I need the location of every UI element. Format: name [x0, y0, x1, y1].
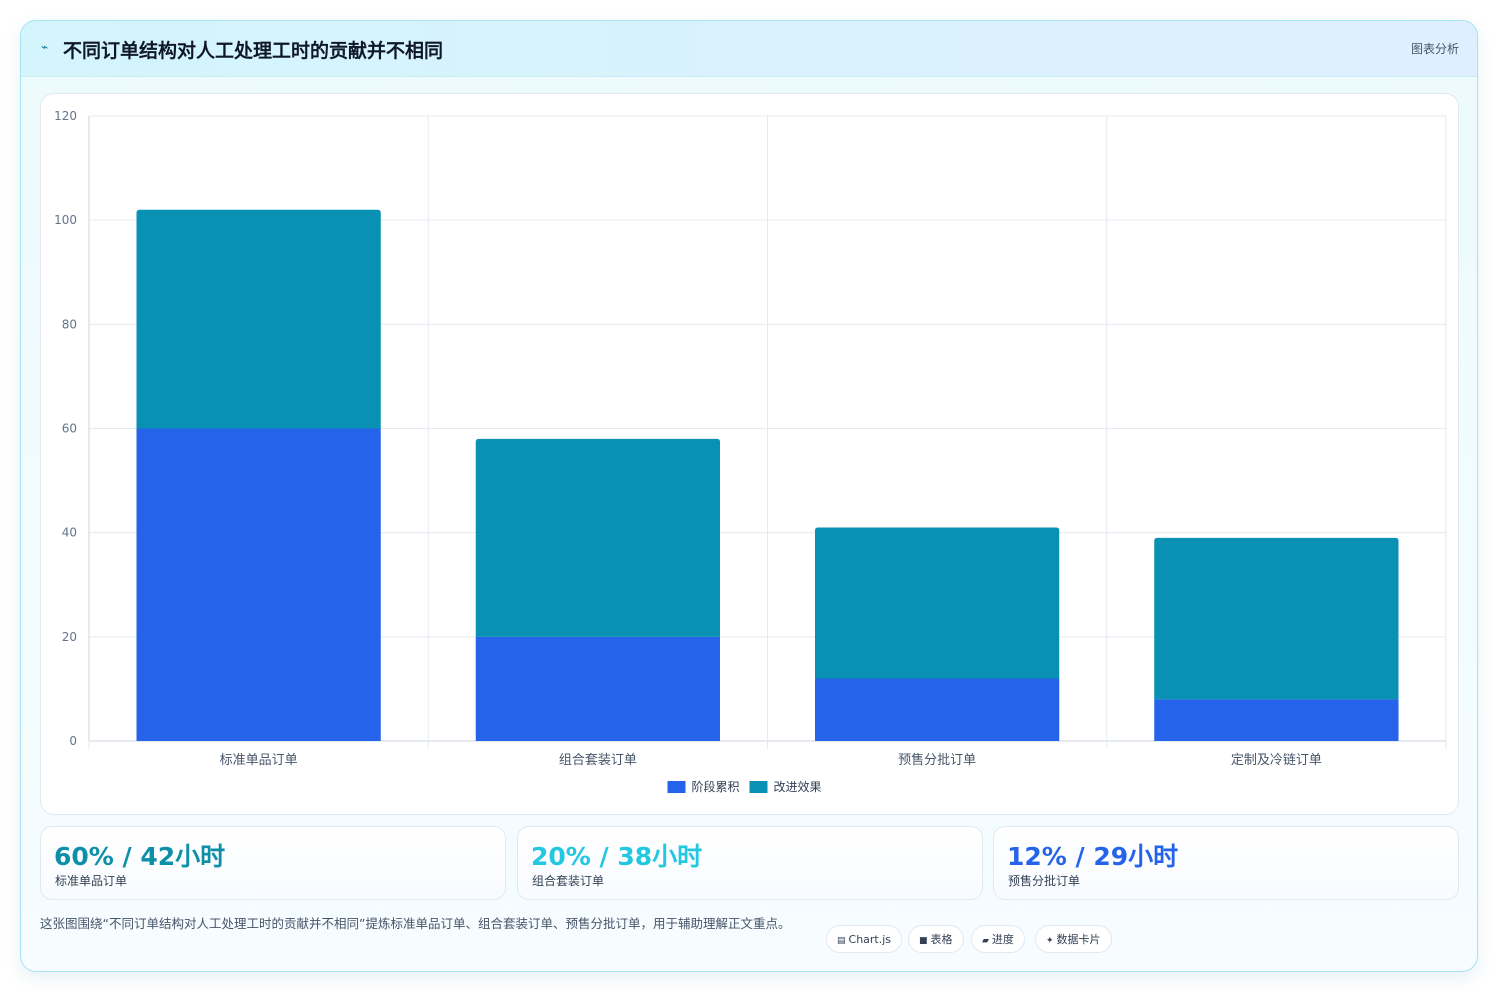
- legend-label: 改进效果: [774, 779, 822, 794]
- chart-card: ⌁ 不同订单结构对人工处理工时的贡献并不相同 图表分析 0 20 40 60 80 100…: [20, 20, 1478, 972]
- legend-swatch: [749, 781, 768, 793]
- chart-icon: ▤: [837, 936, 846, 946]
- x-tick-label: 定制及冷链订单: [1231, 753, 1322, 768]
- bar-segment: [1154, 537, 1399, 700]
- stacked-bar-chart: 0 20 40 60 80 100 120 标准单品订单 组合套装订单 预售分批订单 定制及冷链订单…: [54, 109, 1447, 794]
- chart-note: 这张图围绕“不同订单结构对人工处理工时的贡献并不相同”提炼标准单品订单、组合套装…: [40, 916, 791, 931]
- card-header: ⌁ 不同订单结构对人工处理工时的贡献并不相同 图表分析: [21, 21, 1477, 77]
- chip-label: Chart.js: [848, 933, 892, 946]
- y-tick-label: 100: [54, 213, 77, 227]
- y-tick-label: 120: [54, 109, 77, 123]
- x-tick-label: 预售分批订单: [898, 752, 976, 768]
- x-tick-label: 标准单品订单: [220, 753, 298, 768]
- stat-card: 12% / 29小时 预售分批订单: [993, 826, 1459, 900]
- stat-value: 20% / 38小时: [531, 842, 703, 871]
- chart-title: 不同订单结构对人工处理工时的贡献并不相同: [63, 40, 444, 62]
- stat-label: 组合套装订单: [532, 874, 605, 888]
- chip-label: 表格: [930, 933, 953, 946]
- y-tick-label: 20: [62, 630, 77, 644]
- stat-card: 20% / 38小时 组合套装订单: [517, 826, 983, 900]
- stat-card: 60% / 42小时 标准单品订单: [40, 826, 506, 900]
- bar-segment: [1154, 699, 1399, 741]
- sparkle-icon: ✦: [1046, 936, 1054, 946]
- progress-icon: ▰: [982, 936, 989, 946]
- bar-segment: [814, 527, 1060, 679]
- stat-value: 60% / 42小时: [54, 842, 226, 871]
- chart-panel: 0 20 40 60 80 100 120 标准单品订单 组合套装订单 预售分批订单 定制及冷链订单…: [40, 93, 1459, 815]
- y-tick-label: 40: [62, 526, 77, 540]
- stat-cards: 60% / 42小时 标准单品订单 20% / 38小时 组合套装订单 12% …: [40, 826, 1460, 900]
- legend-swatch: [667, 781, 686, 793]
- x-tick-label: 组合套装订单: [559, 752, 637, 768]
- table-icon: ■: [919, 936, 928, 946]
- legend-label: 阶段累积: [692, 779, 740, 794]
- bar-segment: [136, 209, 381, 429]
- stat-label: 标准单品订单: [55, 874, 128, 888]
- chip-progress[interactable]: ▰ 进度: [971, 925, 1025, 953]
- bar-segment: [475, 636, 721, 741]
- y-tick-label: 0: [69, 734, 77, 748]
- y-tick-label: 80: [62, 317, 77, 331]
- chip-chartjs[interactable]: ▤ Chart.js: [826, 925, 903, 953]
- bar-segment: [814, 678, 1060, 741]
- bar-segment: [136, 428, 381, 741]
- y-tick-label: 60: [62, 422, 77, 436]
- stat-label: 预售分批订单: [1008, 874, 1081, 888]
- chip-label: 进度: [991, 933, 1014, 946]
- stat-value: 12% / 29小时: [1007, 842, 1179, 871]
- wave-icon: ⌁: [41, 40, 49, 54]
- chip-table[interactable]: ■ 表格: [908, 925, 964, 953]
- header-tag: 图表分析: [1410, 42, 1459, 56]
- chip-data-card[interactable]: ✦ 数据卡片: [1035, 925, 1112, 953]
- chip-label: 数据卡片: [1056, 933, 1101, 946]
- bar-segment: [475, 438, 721, 637]
